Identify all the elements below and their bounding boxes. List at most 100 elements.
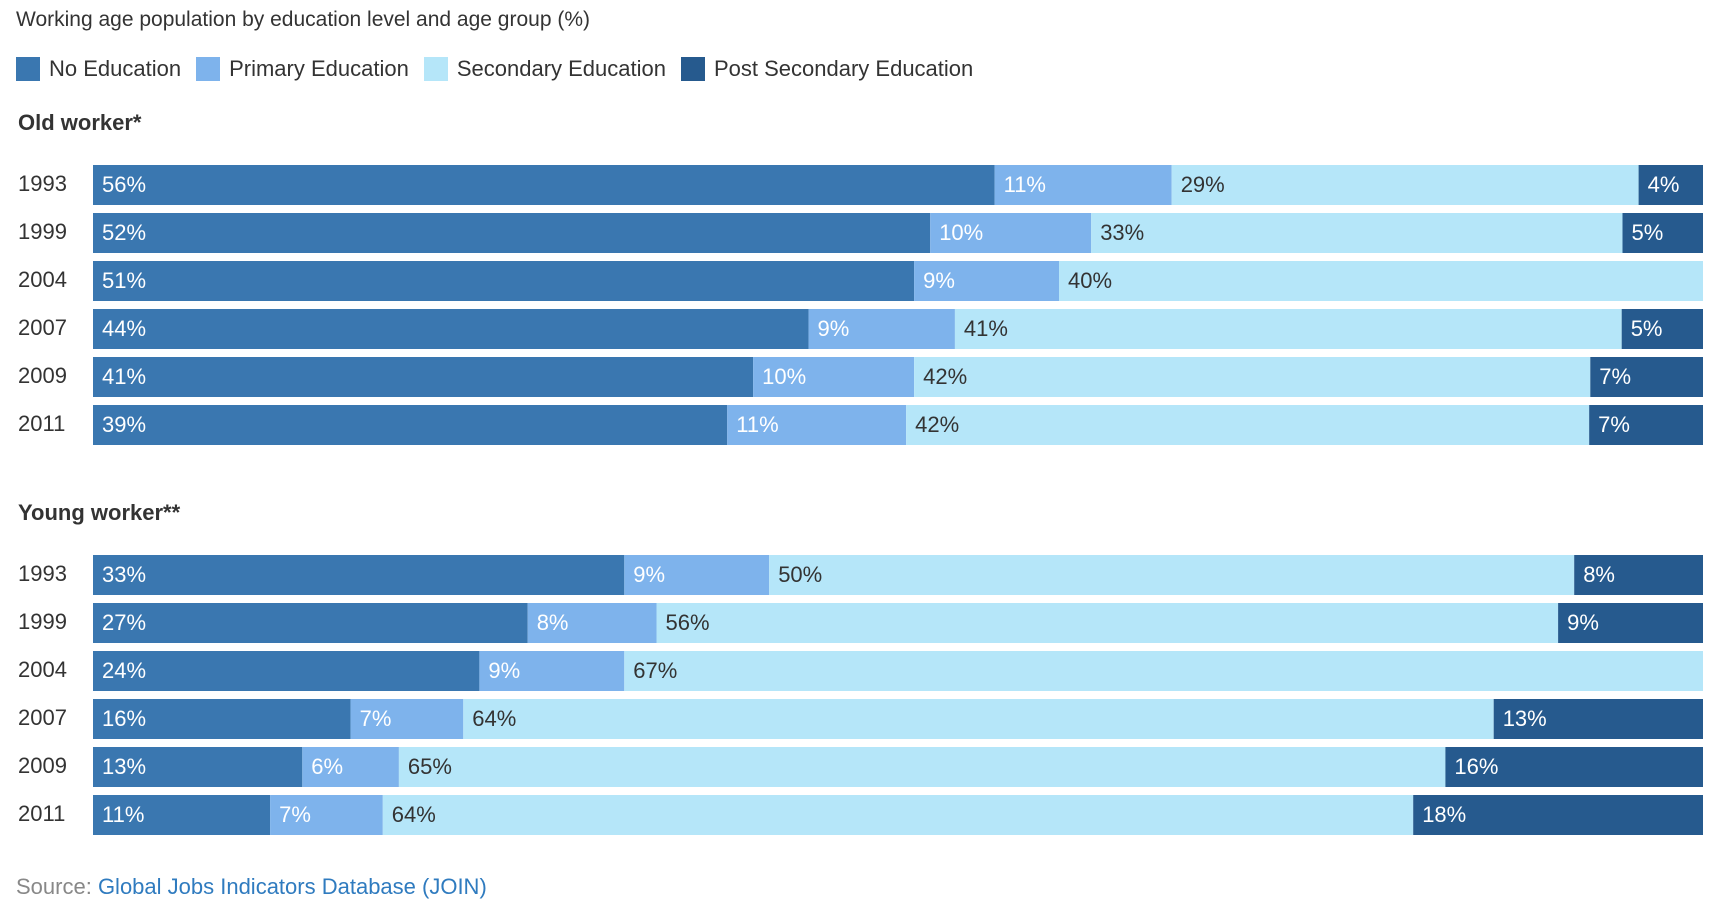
data-label-secondary-education: 29% xyxy=(1181,172,1225,197)
legend-label-primary-education: Primary Education xyxy=(229,56,409,81)
data-label-primary-education: 11% xyxy=(1004,172,1046,197)
legend-label-post-secondary-education: Post Secondary Education xyxy=(713,56,974,81)
bar-segment-post-secondary-education[interactable] xyxy=(1413,795,1703,835)
bar-segment-no-education[interactable] xyxy=(93,309,809,349)
data-label-secondary-education: 42% xyxy=(915,412,959,437)
source-link[interactable]: Global Jobs Indicators Database (JOIN) xyxy=(97,874,487,899)
bar-segment-post-secondary-education[interactable] xyxy=(1638,165,1703,205)
bar-segment-secondary-education[interactable] xyxy=(1091,213,1623,253)
bar-segment-primary-education[interactable] xyxy=(808,309,955,349)
bar-segment-no-education[interactable] xyxy=(93,261,915,301)
legend-swatch-secondary-education xyxy=(423,57,448,81)
bar-segment-primary-education[interactable] xyxy=(302,747,399,787)
data-label-no-education: 51% xyxy=(102,268,146,293)
bar-segment-primary-education[interactable] xyxy=(753,357,915,397)
data-label-post-secondary-education: 5% xyxy=(1631,316,1663,341)
bar-segment-primary-education[interactable] xyxy=(270,795,383,835)
data-label-no-education: 41% xyxy=(102,364,146,389)
legend-item-secondary-education[interactable]: Secondary Education xyxy=(423,56,666,82)
bar-segment-secondary-education[interactable] xyxy=(463,699,1494,739)
data-label-post-secondary-education: 13% xyxy=(1503,706,1547,731)
bar-segment-primary-education[interactable] xyxy=(350,699,464,739)
bar-segment-post-secondary-education[interactable] xyxy=(1622,213,1704,253)
bar-segment-secondary-education[interactable] xyxy=(656,603,1559,643)
bar-segment-primary-education[interactable] xyxy=(479,651,625,691)
bar-segment-post-secondary-education[interactable] xyxy=(1493,699,1703,739)
chart-title: Working age population by education leve… xyxy=(16,8,590,31)
bar-row-old-worker-2007: 2007 44% 9% 41% 5% xyxy=(18,309,1703,349)
bar-segment-secondary-education[interactable] xyxy=(1171,165,1639,205)
data-label-no-education: 39% xyxy=(102,412,146,437)
group-heading-old-worker: Old worker* xyxy=(18,110,142,135)
legend-label-secondary-education: Secondary Education xyxy=(456,56,666,81)
bar-segment-primary-education[interactable] xyxy=(930,213,1092,253)
bar-segment-post-secondary-education[interactable] xyxy=(1589,405,1703,445)
source-prefix: Source: xyxy=(16,874,98,899)
data-label-primary-education: 9% xyxy=(633,562,665,587)
bar-row-old-worker-1993: 1993 56% 11% 29% 4% xyxy=(18,165,1703,205)
bar-row-young-worker-2007: 2007 16% 7% 64% 13% xyxy=(18,699,1703,739)
data-label-post-secondary-education: 18% xyxy=(1422,802,1466,827)
bar-segment-no-education[interactable] xyxy=(93,213,931,253)
data-label-secondary-education: 41% xyxy=(964,316,1008,341)
data-label-secondary-education: 50% xyxy=(778,562,822,587)
bar-segment-no-education[interactable] xyxy=(93,747,303,787)
bar-segment-secondary-education[interactable] xyxy=(1059,261,1703,301)
bar-segment-post-secondary-education[interactable] xyxy=(1445,747,1703,787)
bar-segment-no-education[interactable] xyxy=(93,795,271,835)
data-label-no-education: 44% xyxy=(102,316,146,341)
data-label-secondary-education: 67% xyxy=(633,658,677,683)
category-label: 2009 xyxy=(18,753,67,778)
bar-segment-no-education[interactable] xyxy=(93,699,351,739)
bar-segment-post-secondary-education[interactable] xyxy=(1590,357,1703,397)
bar-segment-secondary-education[interactable] xyxy=(398,747,1446,787)
bar-segment-primary-education[interactable] xyxy=(994,165,1172,205)
bar-segment-primary-education[interactable] xyxy=(527,603,657,643)
data-label-post-secondary-education: 9% xyxy=(1567,610,1599,635)
group-old-worker: Old worker* 1993 56% 11% 29% 4% 1999 52% 10% 33% 5… xyxy=(18,110,1703,445)
source-note: Source: Global Jobs Indicators Database … xyxy=(16,874,487,900)
bar-segment-no-education[interactable] xyxy=(93,603,528,643)
data-label-no-education: 33% xyxy=(102,562,146,587)
bar-segment-post-secondary-education[interactable] xyxy=(1558,603,1703,643)
bar-segment-no-education[interactable] xyxy=(93,555,625,595)
bar-segment-no-education[interactable] xyxy=(93,651,480,691)
data-label-secondary-education: 56% xyxy=(666,610,710,635)
bar-segment-post-secondary-education[interactable] xyxy=(1621,309,1703,349)
stacked-bar-chart: Old worker* 1993 56% 11% 29% 4% 1999 52% 10% 33% 5… xyxy=(18,110,1703,835)
data-label-primary-education: 8% xyxy=(537,610,569,635)
bar-segment-primary-education[interactable] xyxy=(727,405,907,445)
legend-item-no-education[interactable]: No Education xyxy=(16,56,181,82)
data-label-no-education: 56% xyxy=(102,172,146,197)
data-label-primary-education: 7% xyxy=(279,802,311,827)
bar-segment-no-education[interactable] xyxy=(93,165,995,205)
legend-swatch-no-education xyxy=(16,57,40,81)
data-label-secondary-education: 40% xyxy=(1068,268,1112,293)
legend-item-post-secondary-education[interactable]: Post Secondary Education xyxy=(680,56,974,82)
bar-segment-primary-education[interactable] xyxy=(914,261,1059,301)
legend-item-primary-education[interactable]: Primary Education xyxy=(196,56,409,82)
bar-segment-secondary-education[interactable] xyxy=(906,405,1590,445)
legend-swatch-primary-education xyxy=(196,57,221,81)
bar-segment-primary-education[interactable] xyxy=(624,555,770,595)
data-label-secondary-education: 64% xyxy=(392,802,436,827)
data-label-post-secondary-education: 8% xyxy=(1583,562,1615,587)
bar-segment-no-education[interactable] xyxy=(93,405,728,445)
bar-segment-secondary-education[interactable] xyxy=(954,309,1622,349)
bar-row-old-worker-2004: 2004 51% 9% 40% xyxy=(18,261,1703,301)
category-label: 1999 xyxy=(18,219,67,244)
bar-segment-secondary-education[interactable] xyxy=(624,651,1703,691)
bar-segment-post-secondary-education[interactable] xyxy=(1574,555,1703,595)
data-label-no-education: 27% xyxy=(102,610,146,635)
legend: No Education Primary Education Secondary… xyxy=(16,56,988,82)
data-label-post-secondary-education: 7% xyxy=(1599,364,1631,389)
bar-segment-secondary-education[interactable] xyxy=(382,795,1414,835)
data-label-post-secondary-education: 5% xyxy=(1632,220,1664,245)
category-label: 1999 xyxy=(18,609,67,634)
bar-row-young-worker-2011: 2011 11% 7% 64% 18% xyxy=(18,795,1703,835)
bar-segment-no-education[interactable] xyxy=(93,357,754,397)
data-label-post-secondary-education: 16% xyxy=(1454,754,1498,779)
bar-segment-secondary-education[interactable] xyxy=(914,357,1591,397)
category-label: 2011 xyxy=(18,801,65,826)
bar-segment-secondary-education[interactable] xyxy=(769,555,1575,595)
